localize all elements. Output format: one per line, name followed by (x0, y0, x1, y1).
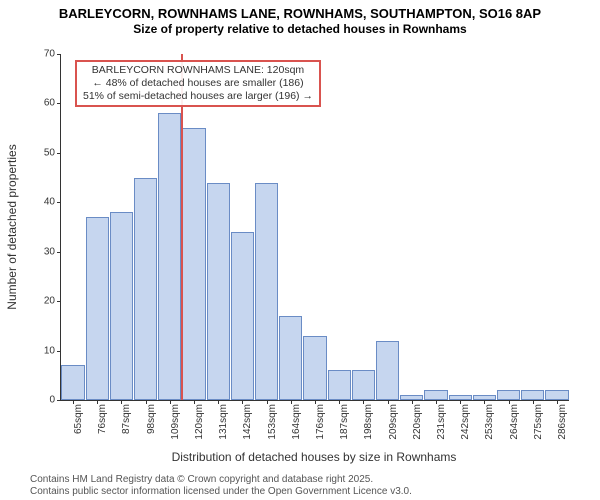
histogram-bar (86, 217, 109, 400)
xtick-label: 142sqm (242, 404, 253, 440)
y-axis-label: Number of detached properties (5, 144, 19, 309)
histogram-bar (279, 316, 302, 400)
histogram-bar (497, 390, 520, 400)
xtick-label: 275sqm (533, 404, 544, 440)
footer-attribution: Contains HM Land Registry data © Crown c… (0, 474, 412, 498)
histogram-bar (328, 370, 351, 400)
histogram-bar (303, 336, 326, 400)
xtick-label: 187sqm (339, 404, 350, 440)
ytick-mark (57, 153, 61, 154)
ytick-mark (57, 252, 61, 253)
histogram-bar (207, 183, 230, 400)
xtick-label: 76sqm (97, 404, 108, 434)
annotation-line-1: BARLEYCORN ROWNHAMS LANE: 120sqm (83, 64, 313, 77)
chart-container: BARLEYCORN, ROWNHAMS LANE, ROWNHAMS, SOU… (0, 0, 600, 500)
xtick-label: 109sqm (170, 404, 181, 440)
ytick-mark (57, 54, 61, 55)
histogram-bar (521, 390, 544, 400)
xtick-label: 253sqm (484, 404, 495, 440)
chart-title: BARLEYCORN, ROWNHAMS LANE, ROWNHAMS, SOU… (0, 0, 600, 22)
title-line-2: Size of property relative to detached ho… (133, 22, 466, 36)
xtick-label: 231sqm (436, 404, 447, 440)
histogram-bar (182, 128, 205, 400)
ytick-mark (57, 351, 61, 352)
xtick-label: 65sqm (73, 404, 84, 434)
title-line-1: BARLEYCORN, ROWNHAMS LANE, ROWNHAMS, SOU… (59, 6, 541, 21)
histogram-bar (376, 341, 399, 400)
xtick-label: 87sqm (121, 404, 132, 434)
xtick-label: 153sqm (267, 404, 278, 440)
histogram-bar (158, 113, 181, 400)
histogram-bar (134, 178, 157, 400)
annotation-line-2: ← 48% of detached houses are smaller (18… (83, 77, 313, 90)
xtick-label: 176sqm (315, 404, 326, 440)
histogram-bar (231, 232, 254, 400)
histogram-bar (352, 370, 375, 400)
xtick-label: 286sqm (557, 404, 568, 440)
xtick-label: 198sqm (363, 404, 374, 440)
xtick-label: 98sqm (146, 404, 157, 434)
histogram-bar (110, 212, 133, 400)
footer-line-2: Contains public sector information licen… (30, 486, 412, 497)
histogram-bar (61, 365, 84, 400)
xtick-label: 242sqm (460, 404, 471, 440)
histogram-bar (545, 390, 568, 400)
xtick-label: 120sqm (194, 404, 205, 440)
histogram-bar (424, 390, 447, 400)
annotation-box: BARLEYCORN ROWNHAMS LANE: 120sqm← 48% of… (75, 60, 321, 107)
annotation-line-3: 51% of semi-detached houses are larger (… (83, 90, 313, 103)
ytick-mark (57, 103, 61, 104)
xtick-label: 220sqm (412, 404, 423, 440)
ytick-mark (57, 400, 61, 401)
xtick-label: 209sqm (388, 404, 399, 440)
xtick-label: 264sqm (509, 404, 520, 440)
chart-subtitle: Size of property relative to detached ho… (0, 22, 600, 36)
xtick-label: 131sqm (218, 404, 229, 440)
xtick-label: 164sqm (291, 404, 302, 440)
x-axis-label: Distribution of detached houses by size … (172, 450, 457, 464)
histogram-bar (255, 183, 278, 400)
ytick-mark (57, 301, 61, 302)
ytick-mark (57, 202, 61, 203)
footer-line-1: Contains HM Land Registry data © Crown c… (30, 474, 373, 485)
